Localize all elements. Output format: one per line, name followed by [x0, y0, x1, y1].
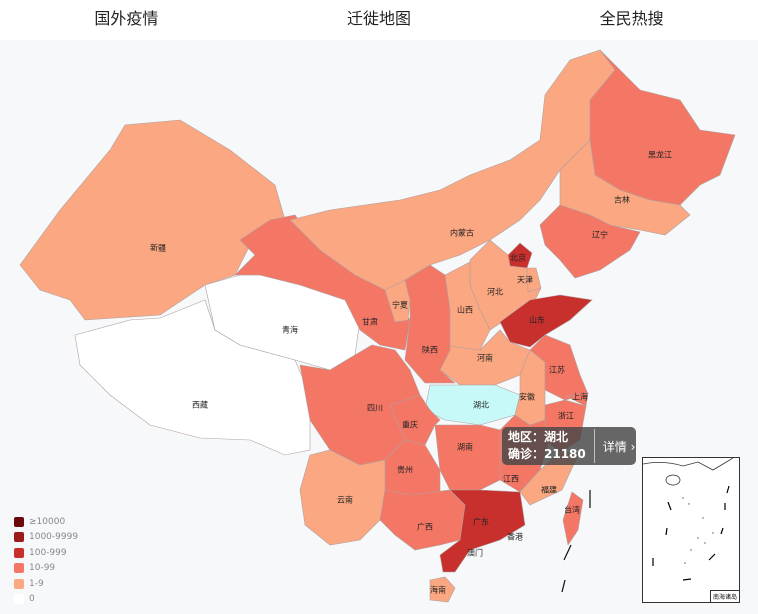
province-label: 河南	[477, 353, 493, 363]
province-14[interactable]	[384, 279, 411, 323]
province-15[interactable]	[404, 264, 456, 384]
province-label: 辽宁	[592, 230, 608, 240]
province-label: 湖北	[473, 401, 489, 410]
legend-item[interactable]: 1-9	[14, 576, 78, 592]
legend-swatch	[14, 516, 24, 527]
province-label: 贵州	[397, 465, 413, 475]
tab-trending-search[interactable]: 全民热搜	[599, 9, 664, 28]
province-label: 安徽	[519, 392, 535, 402]
province-label: 西藏	[192, 400, 208, 410]
legend-swatch	[14, 532, 24, 543]
province-label: 北京	[510, 253, 526, 263]
legend-label: 0	[29, 594, 35, 605]
top-tabs: 国外疫情 迁徙地图 全民热搜	[0, 0, 758, 40]
province-label: 广东	[473, 517, 489, 527]
province-label: 福建	[541, 485, 557, 495]
province-12[interactable]	[499, 294, 593, 348]
province-label: 山东	[529, 315, 545, 325]
tab-migration-map[interactable]: 迁徙地图	[347, 9, 412, 28]
province-label: 甘肃	[362, 317, 378, 327]
legend-label: 1-9	[29, 578, 44, 589]
legend-swatch	[14, 563, 24, 574]
tab-foreign-epidemic[interactable]: 国外疫情	[94, 9, 159, 28]
province-label: 黑龙江	[648, 150, 672, 160]
province-28[interactable]	[379, 489, 466, 551]
province-6[interactable]	[559, 139, 691, 236]
south-china-sea-inset: 南海诸岛	[642, 457, 740, 603]
province-label: 陕西	[422, 345, 438, 355]
province-label: 澳门	[467, 548, 483, 558]
province-label: 重庆	[402, 420, 418, 430]
province-label: 四川	[367, 404, 383, 413]
province-1[interactable]	[74, 299, 311, 456]
province-label: 宁夏	[392, 300, 408, 310]
province-label: 香港	[507, 532, 523, 542]
province-label: 河北	[487, 287, 503, 297]
province-label: 云南	[337, 495, 353, 505]
province-label: 海南	[430, 585, 446, 595]
province-19[interactable]	[564, 392, 589, 407]
region-tooltip: 地区：湖北 确诊：21180 详情 ›	[502, 427, 636, 465]
legend-label: ≥10000	[29, 516, 66, 527]
province-label: 青海	[282, 325, 298, 335]
legend-item[interactable]: 1000-9999	[14, 530, 78, 546]
inset-map	[642, 457, 734, 581]
province-label: 湖南	[457, 442, 473, 452]
boundary-dash	[563, 544, 572, 561]
legend-item[interactable]: ≥10000	[14, 514, 78, 530]
province-29[interactable]	[439, 489, 526, 573]
province-23[interactable]	[434, 424, 501, 491]
tooltip-confirmed: 确诊：21180	[508, 447, 586, 461]
legend-label: 10-99	[29, 563, 56, 574]
province-label: 山西	[457, 305, 473, 315]
province-label: 天津	[517, 275, 533, 285]
province-5[interactable]	[589, 49, 736, 206]
province-label: 江苏	[549, 365, 565, 375]
legend-item[interactable]: 10-99	[14, 561, 78, 577]
inset-label: 南海诸岛	[709, 590, 739, 602]
province-label: 台湾	[564, 505, 580, 515]
legend-swatch	[14, 578, 24, 589]
province-label: 内蒙古	[450, 228, 474, 238]
province-30[interactable]	[429, 576, 456, 603]
legend-swatch	[14, 594, 24, 605]
province-label: 上海	[572, 392, 588, 402]
legend-swatch	[14, 547, 24, 558]
province-label: 浙江	[558, 411, 574, 421]
legend-item[interactable]: 0	[14, 592, 78, 608]
tooltip-detail-link[interactable]: 详情 ›	[602, 439, 636, 454]
tooltip-region: 地区：湖北	[508, 430, 569, 444]
legend-label: 100-999	[29, 547, 67, 558]
province-7[interactable]	[539, 204, 641, 279]
province-label: 吉林	[614, 195, 630, 205]
legend-label: 1000-9999	[29, 532, 79, 543]
province-31[interactable]	[562, 491, 584, 546]
province-label: 江西	[503, 475, 519, 484]
province-label: 广西	[417, 522, 433, 532]
boundary-dash	[561, 579, 566, 593]
legend-item[interactable]: 100-999	[14, 545, 78, 561]
province-label: 新疆	[150, 243, 166, 253]
legend: ≥10000 1000-9999 100-999 10-99 1-9 0	[14, 514, 78, 607]
